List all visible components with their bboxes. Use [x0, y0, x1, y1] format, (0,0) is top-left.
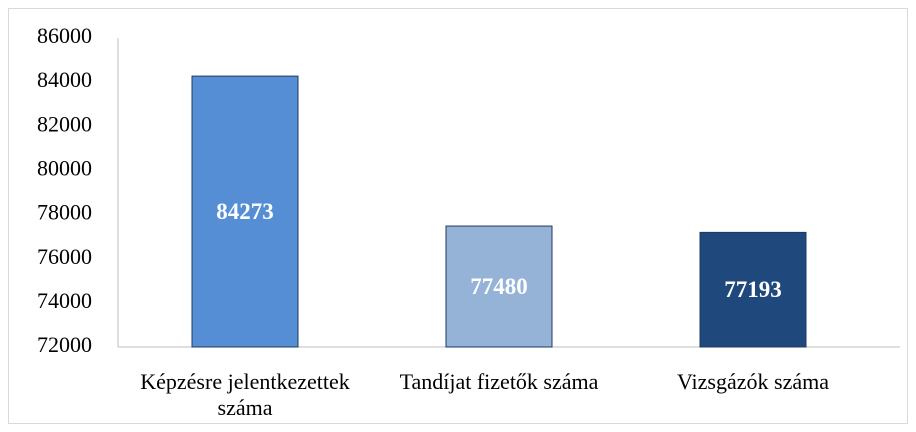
y-tick-label: 80000 — [37, 155, 92, 180]
y-tick-label: 72000 — [37, 332, 92, 357]
chart-border — [8, 8, 908, 424]
y-tick-label: 84000 — [37, 67, 92, 92]
bar — [699, 231, 807, 348]
bar — [445, 225, 553, 348]
data-label: 77480 — [470, 274, 528, 299]
y-tick-label: 74000 — [37, 288, 92, 313]
y-tick-label: 78000 — [37, 200, 92, 225]
data-label: 84273 — [216, 199, 274, 224]
x-tick-label: Képzésre jelentkezettek száma — [140, 369, 350, 420]
y-tick-label: 86000 — [37, 23, 92, 48]
bar — [191, 75, 299, 348]
y-tick-label: 82000 — [37, 111, 92, 136]
data-label: 77193 — [724, 277, 782, 302]
x-tick-label: Tandíjat fizetők száma — [399, 369, 599, 394]
x-tick-label: Vizsgázók száma — [676, 369, 829, 394]
y-tick-label: 76000 — [37, 244, 92, 269]
